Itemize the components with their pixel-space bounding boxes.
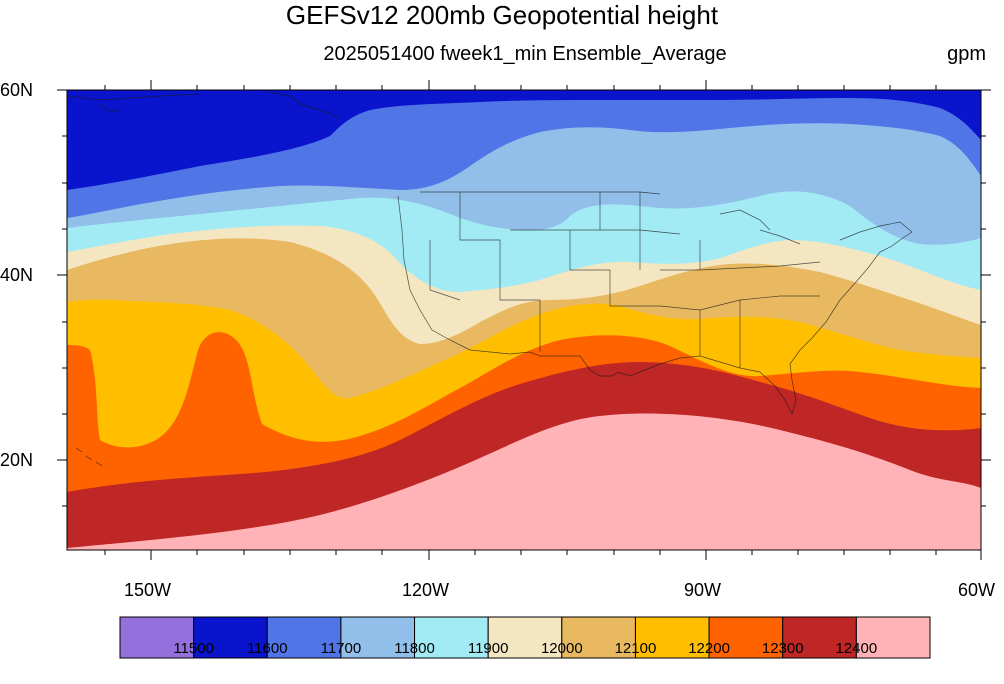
lon-label-60w: 60W	[958, 580, 996, 600]
axis-ticks	[57, 80, 991, 560]
colorbar-level-label: 11700	[320, 640, 362, 657]
lat-label-40n: 40N	[0, 265, 34, 285]
colorbar-swatch	[266, 616, 342, 659]
colorbar-swatch	[634, 616, 710, 659]
lat-label-20n: 20N	[0, 450, 34, 470]
map-title: GEFSv12 200mb Geopotential height	[285, 0, 719, 30]
band-11500	[67, 90, 981, 190]
map-subtitle: 2025051400 fweek1_min Ensemble_Average	[323, 43, 727, 65]
lon-label-150w: 150W	[124, 580, 172, 600]
colorbar-level-label: 11900	[467, 640, 509, 657]
map-frame	[66, 89, 982, 551]
colorbar-level-label: 11500	[173, 640, 214, 657]
contour-fill	[67, 90, 981, 550]
colorbar-swatch	[119, 616, 195, 659]
colorbar-level-label: 12400	[835, 640, 878, 657]
colorbar-swatch	[782, 616, 857, 659]
lat-label-60n: 60N	[0, 80, 34, 100]
colorbar-swatch	[561, 616, 636, 659]
lon-label-120w: 120W	[402, 580, 450, 600]
colorbar	[119, 616, 931, 659]
colorbar-swatch	[340, 616, 416, 659]
colorbar-level-label: 12300	[761, 640, 804, 657]
colorbar-swatch	[708, 616, 784, 659]
colorbar-level-label: 12100	[614, 640, 657, 657]
colorbar-swatch	[855, 616, 931, 659]
colorbar-level-label: 11600	[246, 640, 288, 657]
units-label: gpm	[947, 43, 986, 65]
colorbar-level-label: 12000	[540, 640, 583, 657]
lon-label-90w: 90W	[684, 580, 722, 600]
coastlines	[67, 91, 913, 467]
colorbar-level-label: 11800	[394, 640, 435, 657]
colorbar-level-label: 12200	[688, 640, 730, 657]
